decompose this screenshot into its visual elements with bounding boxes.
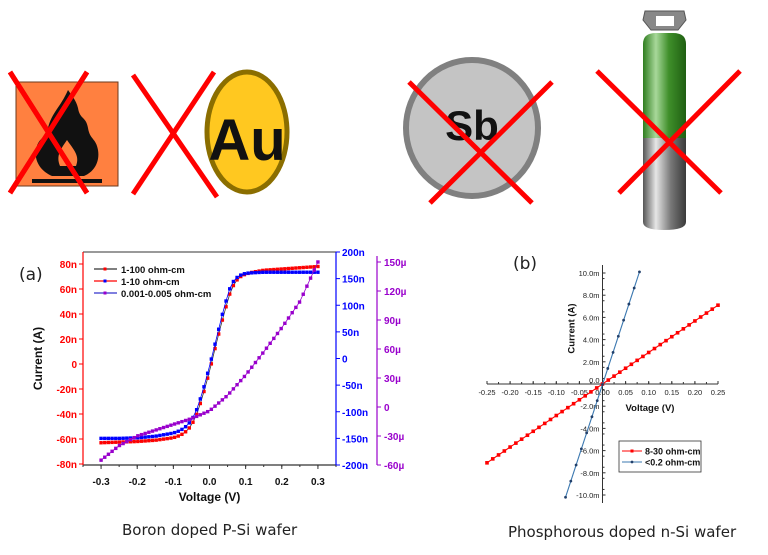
svg-text:0.0: 0.0 xyxy=(589,376,599,385)
right-axis-purple-ticks: 150µ 120µ 90µ 60µ 30µ 0 -30µ -60µ xyxy=(377,258,407,472)
svg-text:-30µ: -30µ xyxy=(384,432,404,443)
svg-text:8-30 ohm-cm: 8-30 ohm-cm xyxy=(645,447,701,457)
svg-text:0.25: 0.25 xyxy=(711,388,726,397)
svg-text:200n: 200n xyxy=(342,248,365,259)
right-axis-blue-ticks: 200n 150n 100n 50n 0 -50n -100n -150n -200n xyxy=(336,248,368,472)
series-2 xyxy=(564,270,641,499)
svg-text:6.0m: 6.0m xyxy=(583,313,600,322)
legend-b: 8-30 ohm-cm<0.2 ohm-cm xyxy=(618,440,702,473)
svg-text:60n: 60n xyxy=(60,285,77,296)
panel-a-label: (a) xyxy=(19,265,43,285)
svg-text:8.0m: 8.0m xyxy=(583,291,600,300)
svg-text:-100n: -100n xyxy=(342,408,368,419)
svg-text:-4.0m: -4.0m xyxy=(580,424,599,433)
chart-a-iv-curve: -0.3 -0.2 -0.1 0.0 0.1 0.2 0.3 Voltage (V) Curre… xyxy=(31,248,407,504)
svg-text:20n: 20n xyxy=(60,335,77,346)
x-axis-label: Voltage (V) xyxy=(179,490,241,504)
svg-text:0.20: 0.20 xyxy=(688,388,703,397)
y-axis-ticks: 10.0m 8.0m 6.0m 4.0m 2.0m 0.0 -2.0m -4.0m -6.0m -… xyxy=(576,269,606,500)
svg-text:-6.0m: -6.0m xyxy=(580,447,599,456)
svg-text:2.0m: 2.0m xyxy=(583,358,600,367)
svg-text:90µ: 90µ xyxy=(384,316,401,327)
svg-text:Au: Au xyxy=(208,108,285,173)
svg-text:0.3: 0.3 xyxy=(311,477,325,488)
svg-text:0.10: 0.10 xyxy=(641,388,656,397)
svg-text:60µ: 60µ xyxy=(384,345,401,356)
svg-text:-10.0m: -10.0m xyxy=(576,491,599,500)
svg-text:-2.0m: -2.0m xyxy=(580,402,599,411)
svg-text:50n: 50n xyxy=(342,328,359,339)
svg-text:-150n: -150n xyxy=(342,434,368,445)
svg-text:-0.2: -0.2 xyxy=(129,477,147,488)
svg-text:-8.0m: -8.0m xyxy=(580,469,599,478)
panel-b-label: (b) xyxy=(513,254,538,274)
flammable-icon xyxy=(15,81,119,187)
cross-mark-icon xyxy=(595,69,742,195)
x-axis-ticks: -0.3 -0.2 -0.1 0.0 0.1 0.2 0.3 xyxy=(82,465,337,488)
svg-text:-60µ: -60µ xyxy=(384,461,404,472)
forbidden-items-row: Au Sb xyxy=(7,10,742,230)
svg-text:-60n: -60n xyxy=(56,435,77,446)
gold-au-icon: Au xyxy=(204,69,290,195)
cross-mark-icon xyxy=(130,70,220,199)
svg-text:-0.15: -0.15 xyxy=(525,388,542,397)
svg-text:-200n: -200n xyxy=(342,461,368,472)
svg-text:0.05: 0.05 xyxy=(618,388,633,397)
svg-text:1-100 ohm-cm: 1-100 ohm-cm xyxy=(121,265,185,276)
svg-text:-20n: -20n xyxy=(56,385,77,396)
svg-text:0.1: 0.1 xyxy=(239,477,253,488)
antimony-sb-icon: Sb xyxy=(403,57,541,199)
svg-text:0.2: 0.2 xyxy=(275,477,289,488)
svg-text:-80n: -80n xyxy=(56,460,77,471)
svg-text:30µ: 30µ xyxy=(384,374,401,385)
left-axis-ticks: 80n 60n 40n 20n 0 -20n -40n -60n -80n xyxy=(56,260,83,471)
svg-text:-0.20: -0.20 xyxy=(502,388,519,397)
cross-mark-icon xyxy=(7,70,90,195)
svg-text:0.15: 0.15 xyxy=(664,388,679,397)
svg-text:150µ: 150µ xyxy=(384,258,407,269)
svg-text:100n: 100n xyxy=(342,301,365,312)
svg-text:10.0m: 10.0m xyxy=(579,269,600,278)
svg-text:-0.3: -0.3 xyxy=(92,477,110,488)
svg-text:150n: 150n xyxy=(342,275,365,286)
y-axis-label: Current (A) xyxy=(567,303,578,353)
caption-a: Boron doped P-Si wafer xyxy=(122,521,298,539)
x-axis-ticks: -0.25 -0.20 -0.15 -0.10 -0.05 0.00 0.05 0.10 0.1… xyxy=(478,381,725,397)
svg-text:<0.2 ohm-cm: <0.2 ohm-cm xyxy=(645,458,700,468)
chart-b-iv-curve: -0.25 -0.20 -0.15 -0.10 -0.05 0.00 0.05 0.10 0.1… xyxy=(478,265,725,503)
svg-text:0: 0 xyxy=(384,403,390,414)
svg-text:4.0m: 4.0m xyxy=(583,336,600,345)
svg-text:80n: 80n xyxy=(60,260,77,271)
svg-text:40n: 40n xyxy=(60,310,77,321)
caption-b: Phosphorous doped n-Si wafer xyxy=(508,523,737,541)
svg-text:-0.05: -0.05 xyxy=(571,388,588,397)
series-3 xyxy=(99,260,320,462)
svg-text:0.00: 0.00 xyxy=(595,388,610,397)
x-axis-label: Voltage (V) xyxy=(626,403,675,414)
svg-text:0: 0 xyxy=(342,355,348,366)
svg-text:-0.10: -0.10 xyxy=(548,388,565,397)
y-axis-label: Current (A) xyxy=(31,327,45,390)
svg-text:120µ: 120µ xyxy=(384,287,407,298)
svg-text:1-10 ohm-cm: 1-10 ohm-cm xyxy=(121,277,180,288)
svg-text:0.001-0.005 ohm-cm: 0.001-0.005 ohm-cm xyxy=(121,289,211,300)
svg-text:-0.1: -0.1 xyxy=(165,477,183,488)
cross-mark-icon xyxy=(407,80,554,205)
svg-text:-50n: -50n xyxy=(342,381,363,392)
svg-text:0: 0 xyxy=(71,360,77,371)
legend-a: 1-100 ohm-cm1-10 ohm-cm0.001-0.005 ohm-c… xyxy=(94,265,211,300)
svg-text:0.0: 0.0 xyxy=(203,477,217,488)
svg-text:-0.25: -0.25 xyxy=(478,388,495,397)
svg-text:-40n: -40n xyxy=(56,410,77,421)
